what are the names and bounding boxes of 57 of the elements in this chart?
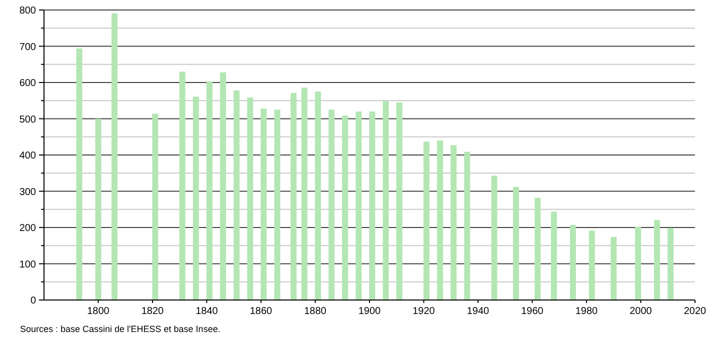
bar [382, 100, 389, 300]
bar [234, 90, 240, 300]
bar [356, 112, 362, 300]
x-tick-label: 1920 [412, 306, 436, 317]
y-tick-label: 200 [19, 223, 36, 234]
x-tick-label: 1960 [521, 306, 544, 317]
bar [152, 114, 158, 300]
bar [192, 96, 199, 300]
x-tick-label: 1880 [304, 306, 327, 317]
x-tick-label: 1800 [87, 306, 110, 317]
bar [328, 110, 335, 300]
bar [437, 140, 444, 300]
bar [342, 115, 348, 300]
bar [76, 48, 82, 300]
bar [260, 108, 267, 300]
bar [290, 93, 297, 300]
y-tick-label: 100 [19, 259, 36, 270]
y-tick-label: 400 [19, 150, 36, 162]
y-tick-label: 0 [30, 296, 36, 306]
bar [534, 198, 541, 300]
bar [491, 176, 498, 300]
bar [369, 112, 376, 300]
bar [464, 152, 470, 300]
bar [635, 226, 642, 300]
bar [588, 230, 595, 300]
bar [112, 13, 118, 300]
x-tick-label: 1840 [196, 306, 218, 317]
bar [95, 118, 102, 300]
bar [247, 97, 254, 300]
y-tick-label: 600 [19, 78, 36, 89]
y-tick-label: 300 [19, 186, 36, 198]
bar [314, 92, 321, 300]
x-tick-label: 1980 [575, 306, 598, 317]
x-tick-label: 1940 [466, 306, 490, 317]
bar [179, 72, 186, 300]
bar [423, 142, 430, 300]
bar [668, 228, 674, 300]
x-tick-label: 2020 [684, 306, 707, 317]
x-tick-label: 1900 [358, 306, 382, 317]
bar [301, 88, 308, 300]
x-tick-label: 2000 [630, 306, 652, 317]
bar [274, 110, 280, 300]
bar [206, 81, 212, 300]
x-tick-label: 1860 [250, 306, 273, 317]
source-note: Sources : base Cassini de l'EHESS et base Insee. [20, 324, 220, 334]
y-tick-label: 500 [19, 114, 36, 126]
bar [450, 145, 457, 300]
y-tick-label: 700 [19, 42, 36, 53]
bar [654, 220, 660, 300]
y-tick-label: 800 [19, 6, 36, 16]
bar [550, 212, 557, 300]
bar [512, 186, 519, 300]
bar [610, 236, 617, 300]
x-tick-label: 1820 [141, 306, 164, 317]
bar [570, 224, 576, 300]
bar [220, 72, 226, 300]
bar [396, 102, 402, 300]
